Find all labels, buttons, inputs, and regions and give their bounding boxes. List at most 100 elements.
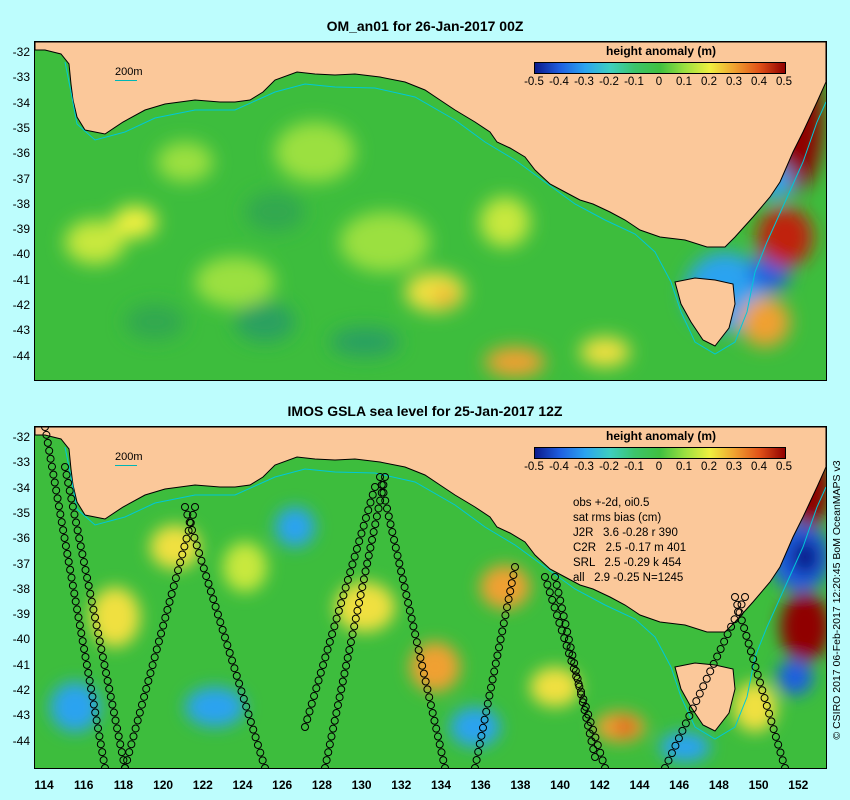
track-point (351, 614, 360, 623)
track-point (368, 535, 377, 544)
track-point (664, 756, 673, 765)
track-point (358, 583, 367, 592)
x-tick-label: 124 (232, 778, 253, 792)
track-point (355, 598, 364, 607)
map2-canvas (35, 427, 826, 768)
track-point (419, 669, 428, 678)
legend-tick: -0.5 (524, 461, 544, 473)
track-point (554, 588, 563, 597)
y-tick-label: -40 (12, 247, 30, 262)
track-point (324, 748, 333, 757)
copyright-credit: © CSIRO 2017 06-Feb-2017 12:20:45 BoM Oc… (831, 460, 843, 740)
track-point (409, 622, 418, 631)
track-point (661, 764, 669, 768)
track-point (50, 478, 59, 487)
track-point (184, 526, 193, 535)
track-point (42, 430, 51, 439)
x-tick-label: 144 (629, 778, 650, 792)
track-point (123, 756, 132, 765)
legend-tick: 0 (655, 461, 663, 473)
track-point (593, 741, 602, 750)
track-point (734, 607, 743, 616)
track-point (98, 653, 107, 662)
x-tick-label: 118 (113, 778, 134, 792)
track-point (258, 756, 267, 765)
y-tick-label: -35 (12, 505, 30, 520)
track-point (418, 661, 427, 670)
track-point (81, 565, 90, 574)
track-point (314, 676, 323, 685)
track-point (706, 667, 715, 676)
track-point (242, 702, 251, 711)
track-point (555, 618, 564, 627)
track-point (218, 625, 227, 634)
track-point (692, 697, 701, 706)
track-point (328, 630, 337, 639)
track-point (319, 661, 328, 670)
track-point (43, 438, 52, 447)
track-point (359, 521, 368, 530)
x-tick-label: 134 (430, 778, 452, 792)
track-point (474, 747, 483, 756)
track-point (737, 600, 746, 609)
track-point (61, 541, 70, 550)
track-point (495, 643, 503, 652)
track-point (386, 520, 395, 529)
track-point (428, 708, 437, 717)
y-tick-label: -35 (12, 120, 30, 135)
track-point (485, 691, 494, 700)
legend-bottom: height anomaly (m) -0.5 -0.4 -0.3 -0.2 -0.1 0… (524, 429, 792, 479)
track-point (384, 512, 393, 521)
x-tick-label: 116 (74, 778, 94, 792)
track-point (756, 678, 764, 687)
x-tick-label: 120 (153, 778, 174, 792)
track-point (685, 711, 694, 720)
track-point (119, 756, 128, 765)
track-point (353, 606, 362, 615)
track-point (709, 659, 718, 668)
track-point (695, 689, 704, 698)
track-point (585, 729, 594, 738)
track-point (437, 748, 446, 757)
track-point (135, 708, 144, 717)
track-point (64, 478, 73, 487)
track-point (94, 629, 103, 638)
track-point (63, 549, 72, 558)
track-point (556, 596, 565, 605)
track-point (337, 685, 346, 694)
track-point (571, 666, 580, 675)
track-point (79, 558, 88, 567)
track-point (723, 630, 732, 639)
track-point (80, 645, 89, 654)
track-point (91, 613, 99, 622)
stats-row-srl: SRL 2.5 -0.29 k 454 (573, 557, 682, 569)
track-point (760, 694, 769, 703)
track-point (487, 683, 495, 692)
track-point (400, 583, 409, 592)
track-point (251, 733, 260, 742)
track-point (111, 716, 120, 725)
track-point (503, 603, 511, 612)
track-point (749, 655, 758, 664)
track-point (109, 708, 118, 717)
y-tick-label: -32 (12, 430, 30, 444)
track-point (61, 463, 69, 471)
track-point (323, 645, 332, 654)
track-point (60, 534, 69, 543)
track-point (496, 635, 505, 644)
map2-contour-label-text: 200m (115, 451, 143, 463)
legend-tick: 0.1 (676, 76, 692, 88)
track-point (84, 668, 93, 677)
stats-header-sat: sat rms bias (cm) (573, 512, 662, 524)
track-point (249, 725, 258, 734)
track-point (91, 708, 100, 717)
legend-tick: -0.3 (574, 461, 594, 473)
track-point (398, 575, 407, 584)
track-point (566, 643, 575, 652)
track-point (167, 590, 176, 598)
track-point (70, 589, 79, 598)
track-point (45, 446, 54, 455)
track-point (352, 544, 361, 553)
track-point (746, 647, 755, 656)
track-point (357, 529, 366, 538)
